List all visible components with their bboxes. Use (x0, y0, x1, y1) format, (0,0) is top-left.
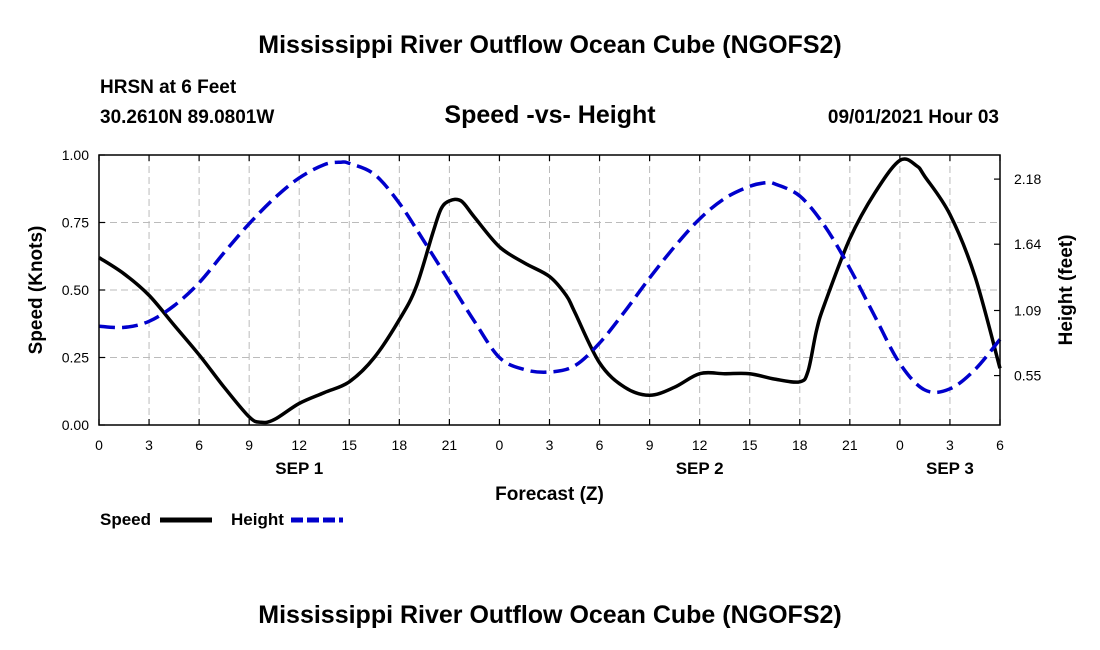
y2-tick-label: 1.09 (1014, 302, 1041, 318)
series-line-speed (98, 157, 1002, 425)
legend-speed-label: Speed (100, 510, 151, 529)
x-axis-label: Forecast (Z) (495, 484, 604, 505)
x-tick-label: 6 (195, 437, 203, 453)
x-tick-label: 6 (996, 437, 1004, 453)
y-tick-label: 1.00 (62, 147, 89, 163)
y2-tick-label: 2.18 (1014, 171, 1041, 187)
y-tick-label: 0.00 (62, 417, 89, 433)
x-tick-label: 0 (95, 437, 103, 453)
x-tick-label: 15 (742, 437, 758, 453)
y2-tick-label: 0.55 (1014, 368, 1041, 384)
axis-labels: Forecast (Z) Speed (Knots) Height (feet) (26, 226, 1077, 505)
y-tick-label: 0.75 (62, 215, 89, 231)
x-tick-label: 6 (596, 437, 604, 453)
axis-ticks: 0 3 6 9 12 15 18 21 0 3 6 9 12 15 18 21 0 3 6 SEP 1 SEP 2 SEP… (62, 147, 1042, 478)
chart-title: Mississippi River Outflow Ocean Cube (NG… (258, 31, 842, 59)
legend-height-label: Height (231, 510, 284, 529)
x-tick-label: 15 (341, 437, 357, 453)
datetime-label: 09/01/2021 Hour 03 (827, 107, 999, 128)
x-tick-label: 9 (245, 437, 253, 453)
x-tick-label: 18 (392, 437, 408, 453)
x-tick-label: 9 (646, 437, 654, 453)
location-label: 30.2610N 89.0801W (100, 107, 275, 128)
legend: Speed Height (100, 510, 343, 529)
y-axis-label-right: Height (feet) (1056, 235, 1077, 346)
day-label: SEP 3 (926, 459, 974, 478)
series-lines (98, 157, 1002, 425)
chart-subtitle: Speed -vs- Height (444, 101, 656, 129)
x-tick-label: 21 (842, 437, 858, 453)
x-tick-label: 3 (946, 437, 954, 453)
series-line-height (98, 160, 1002, 395)
grid-lines (99, 155, 1000, 425)
y-tick-label: 0.50 (62, 282, 89, 298)
x-tick-label: 21 (442, 437, 458, 453)
x-tick-label: 12 (692, 437, 708, 453)
x-tick-label: 12 (291, 437, 307, 453)
x-tick-label: 3 (546, 437, 554, 453)
x-tick-label: 0 (496, 437, 504, 453)
day-label: SEP 1 (275, 459, 323, 478)
x-tick-label: 0 (896, 437, 904, 453)
x-tick-label: 3 (145, 437, 153, 453)
station-label: HRSN at 6 Feet (100, 77, 237, 98)
x-tick-label: 18 (792, 437, 808, 453)
footer-title: Mississippi River Outflow Ocean Cube (NG… (258, 601, 842, 629)
y2-tick-label: 1.64 (1014, 236, 1041, 252)
y-tick-label: 0.25 (62, 350, 89, 366)
y-axis-label-left: Speed (Knots) (26, 226, 47, 355)
day-label: SEP 2 (676, 459, 724, 478)
